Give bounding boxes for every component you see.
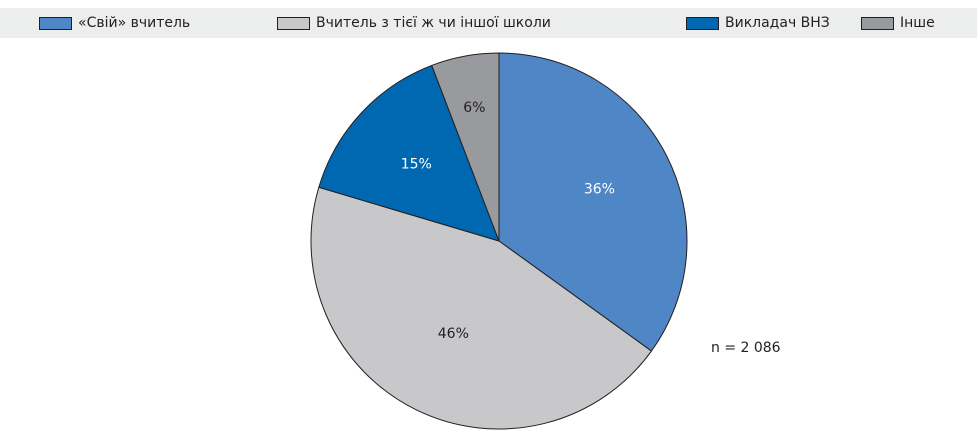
legend-swatch-university-lecturer — [686, 16, 719, 30]
legend-label-own-teacher: «Свій» вчитель — [78, 15, 191, 31]
legend-item-school-teacher: Вчитель з тієї ж чи іншої школи — [277, 8, 551, 38]
slice-other — [431, 52, 500, 242]
legend-swatch-own-teacher — [39, 16, 72, 30]
legend-swatch-other — [861, 16, 894, 30]
sample-size-note: n = 2 086 — [711, 340, 781, 356]
legend-label-school-teacher: Вчитель з тієї ж чи іншої школи — [316, 15, 551, 31]
slice-label-own-teacher: 36% — [584, 182, 615, 198]
slice-label-other: 6% — [463, 100, 485, 116]
legend-swatch-school-teacher — [277, 16, 310, 30]
legend-label-other: Інше — [900, 15, 935, 31]
slice-label-university-lecturer: 15% — [401, 156, 432, 172]
slice-label-school-teacher: 46% — [438, 326, 469, 342]
legend: «Свій» вчитель Вчитель з тієї ж чи іншої… — [0, 8, 977, 38]
legend-item-other: Інше — [861, 8, 935, 38]
slice-university-lecturer — [318, 64, 500, 242]
legend-item-university-lecturer: Викладач ВНЗ — [686, 8, 830, 38]
slice-school-teacher — [310, 186, 652, 430]
legend-item-own-teacher: «Свій» вчитель — [39, 8, 190, 38]
legend-label-university-lecturer: Викладач ВНЗ — [725, 15, 830, 31]
slice-own-teacher — [498, 52, 688, 352]
